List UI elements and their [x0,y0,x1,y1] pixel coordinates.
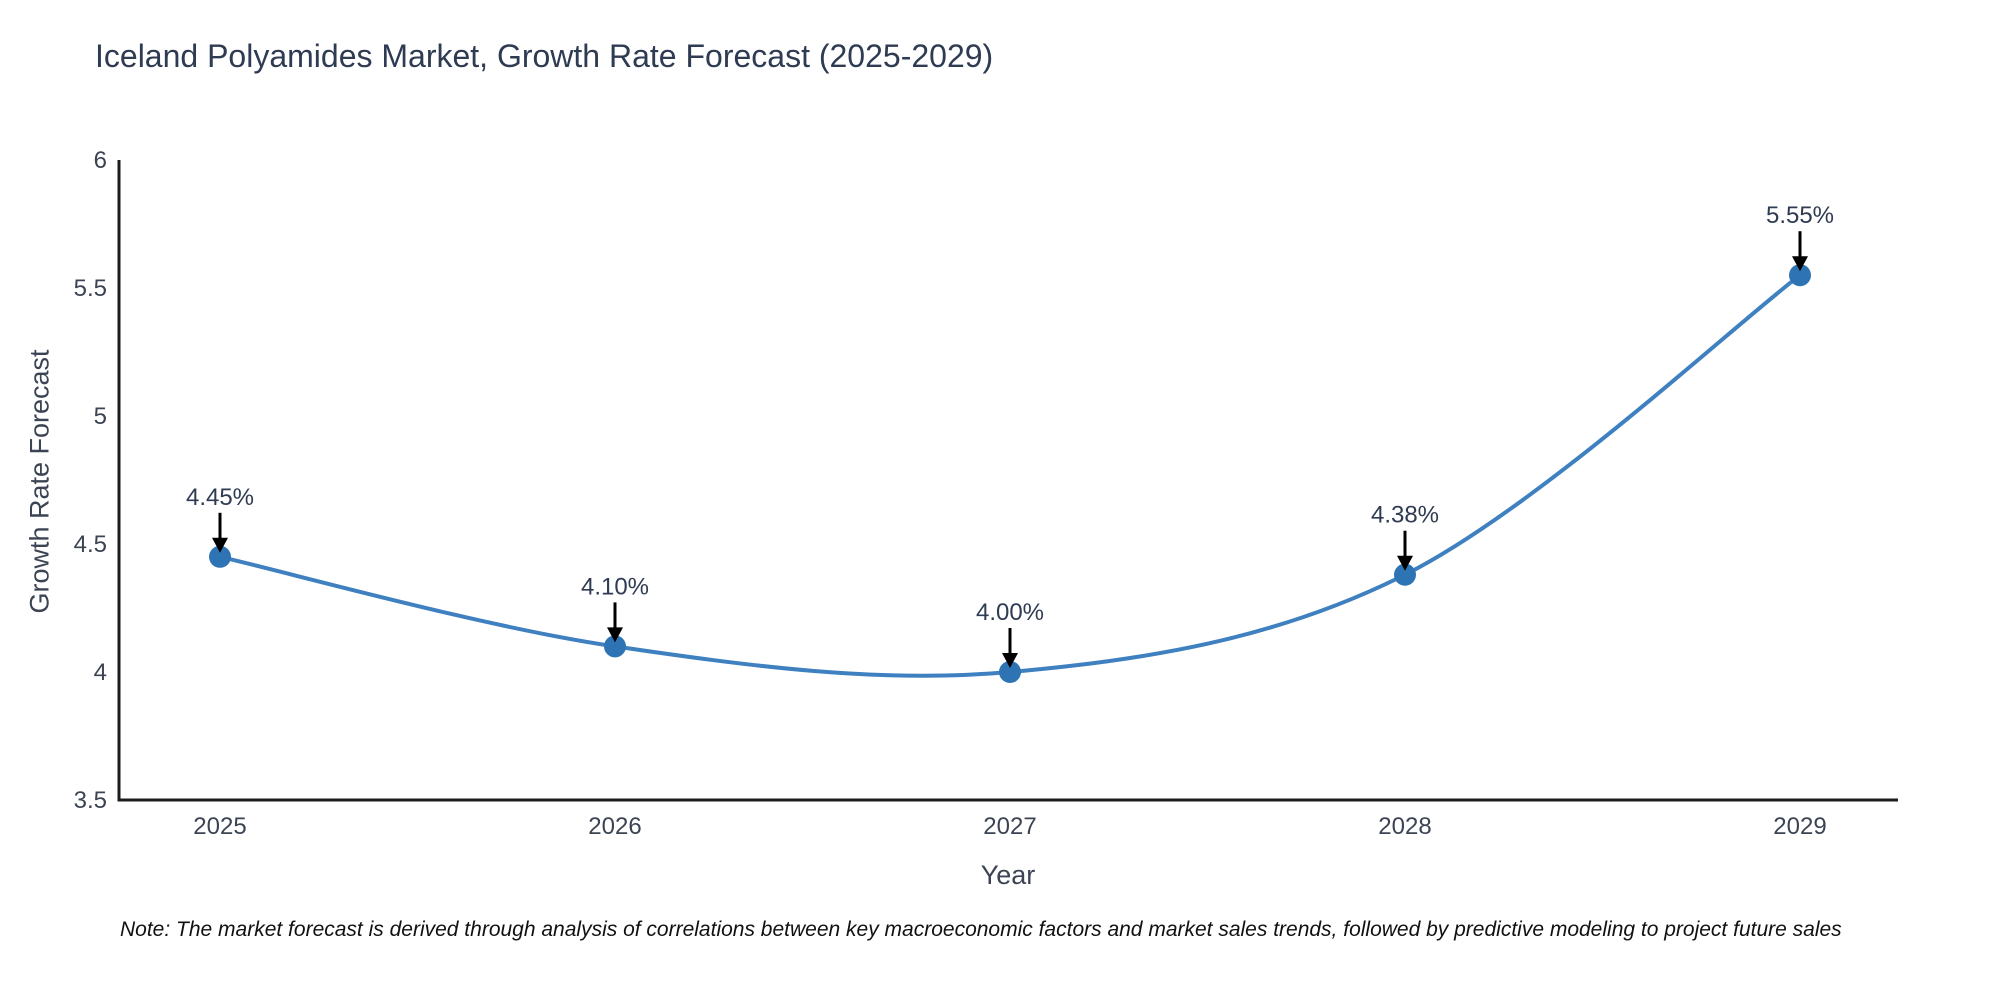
y-tick-label: 3.5 [74,787,107,814]
y-tick-label: 4.5 [74,531,107,558]
data-point-label: 4.38% [1371,502,1439,529]
y-tick-label: 5.5 [74,275,107,302]
y-tick-label: 4 [94,659,107,686]
chart-title: Iceland Polyamides Market, Growth Rate F… [95,38,994,74]
x-tick-label: 2025 [193,813,246,840]
data-point-marker [999,661,1021,683]
annotation-arrow-head [1002,653,1018,668]
data-point-label: 5.55% [1766,202,1834,229]
x-tick-label: 2026 [588,813,641,840]
annotation-arrow-head [1792,256,1808,272]
x-tick-label: 2028 [1378,813,1431,840]
footnote: Note: The market forecast is derived thr… [120,918,1842,941]
data-point-label: 4.45% [186,484,254,511]
data-point-label: 4.10% [581,573,649,600]
x-axis-title: Year [980,860,1036,890]
data-point-marker [1789,264,1811,287]
annotation-arrow-head [607,627,623,643]
y-tick-label: 6 [94,147,107,174]
data-point-marker [604,635,626,658]
data-point-marker [209,545,231,568]
data-point-marker [1394,563,1416,586]
x-tick-label: 2027 [983,813,1036,840]
annotation-arrow-head [1397,555,1413,571]
x-tick-label: 2029 [1773,813,1826,840]
data-point-label: 4.00% [976,599,1044,626]
annotation-arrow-head [212,537,228,553]
y-tick-label: 5 [94,403,107,430]
